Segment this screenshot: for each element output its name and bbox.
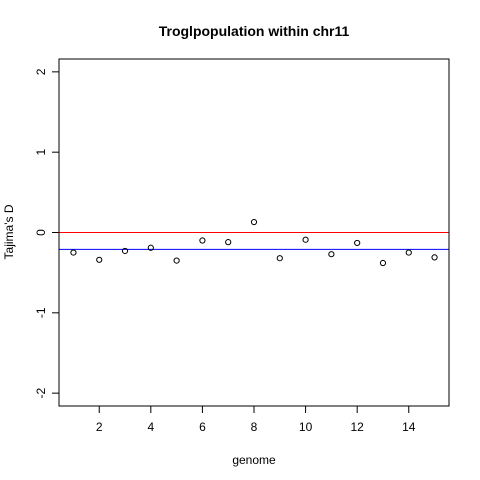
y-tick-label: 1 <box>34 149 48 156</box>
x-axis: 2 4 6 8 10 12 14 <box>96 405 416 434</box>
x-tick-label: 6 <box>199 420 206 434</box>
reference-lines <box>59 232 449 250</box>
data-point <box>199 237 206 244</box>
x-tick-label: 12 <box>350 420 364 434</box>
y-tick-label: 2 <box>34 68 48 75</box>
data-point <box>379 259 387 267</box>
data-point <box>354 239 361 247</box>
data-point <box>250 218 258 226</box>
x-tick-label: 2 <box>96 420 103 434</box>
data-point <box>405 249 412 256</box>
data-point <box>70 249 77 256</box>
x-axis-label: genome <box>232 453 276 467</box>
plot-frame <box>58 58 450 407</box>
data-point <box>276 255 283 262</box>
data-point <box>173 257 180 264</box>
data-point <box>225 239 232 246</box>
data-point <box>302 236 309 243</box>
data-point <box>328 251 335 258</box>
y-tick-label: -2 <box>34 387 48 398</box>
x-tick-label: 14 <box>402 420 416 434</box>
data-point <box>121 247 129 255</box>
data-point <box>147 244 154 251</box>
chart-title: Troglpopulation within chr11 <box>159 23 350 39</box>
x-tick-label: 8 <box>251 420 258 434</box>
y-tick-label: 0 <box>34 229 48 236</box>
data-point <box>96 256 103 263</box>
x-tick-label: 10 <box>299 420 313 434</box>
y-tick-label: -1 <box>34 307 48 318</box>
y-axis-label: Tajima's D <box>2 204 16 259</box>
x-tick-label: 4 <box>147 420 154 434</box>
data-points <box>70 218 438 267</box>
y-axis: -2 -1 0 1 2 <box>34 68 60 398</box>
data-point <box>431 254 438 261</box>
